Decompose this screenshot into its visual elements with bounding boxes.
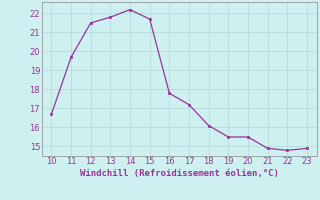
X-axis label: Windchill (Refroidissement éolien,°C): Windchill (Refroidissement éolien,°C) xyxy=(80,169,279,178)
